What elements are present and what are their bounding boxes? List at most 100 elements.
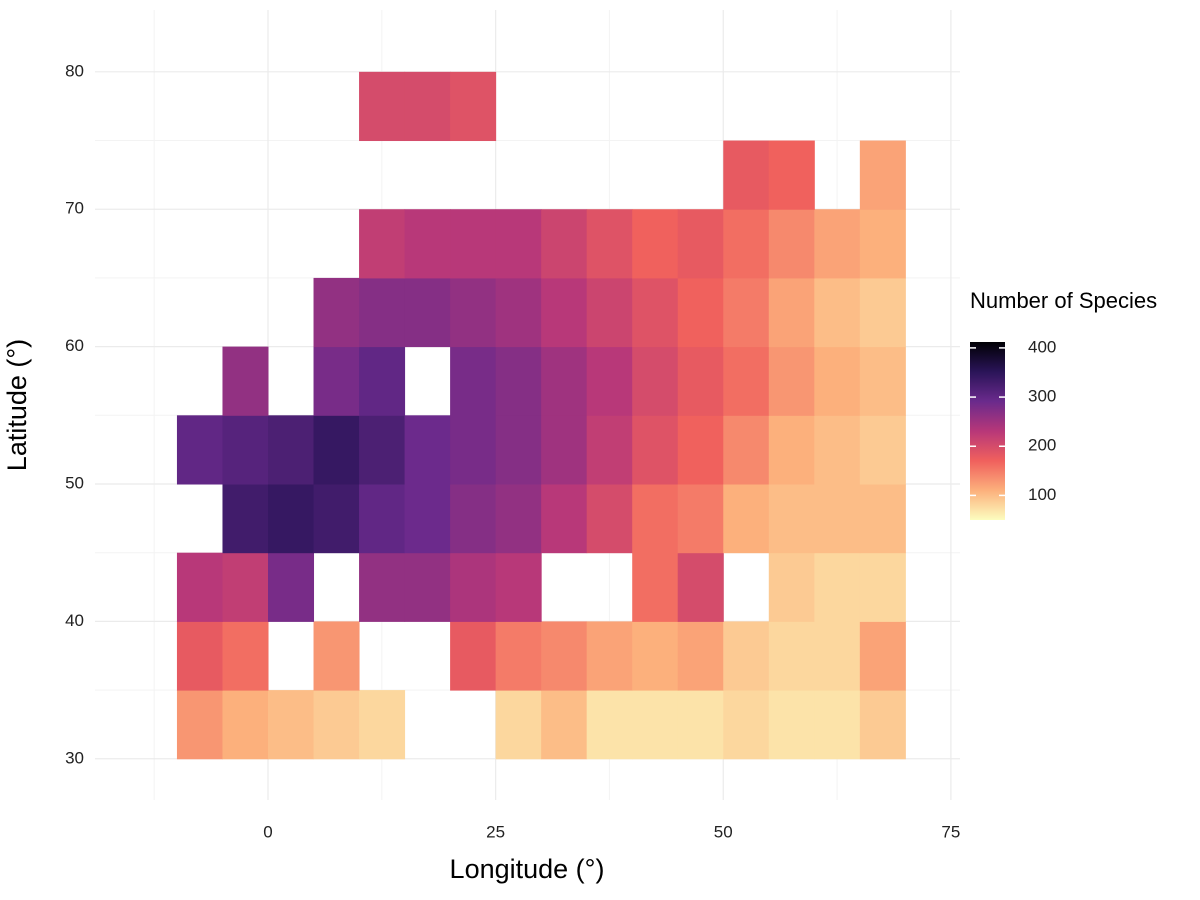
raster-cell (450, 346, 497, 416)
raster-cell (495, 621, 542, 691)
raster-cell (313, 415, 360, 485)
raster-cell (495, 552, 542, 622)
raster-cell (359, 346, 406, 416)
raster-cell (859, 552, 906, 622)
raster-cell (859, 415, 906, 485)
raster-cell (768, 346, 815, 416)
raster-cell (268, 415, 315, 485)
raster-cell (404, 415, 451, 485)
raster-cell (495, 690, 542, 760)
raster-cell (586, 277, 633, 348)
raster-cell (541, 346, 588, 416)
raster-cell (176, 621, 223, 691)
raster-cell (586, 346, 633, 416)
colorbar-tick-label: 400 (1028, 337, 1056, 356)
raster-cell (541, 209, 588, 279)
colorbar-tick-label: 300 (1028, 387, 1056, 406)
x-tick-label: 0 (263, 822, 272, 841)
raster-cell (768, 140, 815, 210)
x-tick-label: 50 (714, 822, 733, 841)
raster-cell (176, 552, 223, 622)
raster-cell (313, 690, 360, 760)
raster-cell (723, 690, 770, 760)
raster-cell (859, 277, 906, 348)
raster-cell (632, 415, 679, 485)
raster-cell (495, 415, 542, 485)
raster-cell (814, 346, 861, 416)
raster-cell (632, 277, 679, 348)
raster-cell (586, 415, 633, 485)
raster-cell (222, 621, 269, 691)
raster-cell (495, 209, 542, 279)
raster-cell (359, 209, 406, 279)
x-tick-label: 75 (941, 822, 960, 841)
raster-cell (859, 690, 906, 760)
raster-cell (677, 277, 724, 348)
raster-cell (268, 552, 315, 622)
raster-cell (768, 621, 815, 691)
raster-cell (450, 71, 497, 142)
raster-cell (541, 415, 588, 485)
raster-cell (495, 346, 542, 416)
raster-cell (404, 552, 451, 622)
raster-cell (586, 484, 633, 554)
raster-cell (313, 621, 360, 691)
raster-cell (404, 209, 451, 279)
y-axis-title: Latitude (°) (2, 339, 32, 471)
raster-cell (632, 690, 679, 760)
raster-cell (541, 484, 588, 554)
raster-cell (814, 209, 861, 279)
raster-cell (723, 346, 770, 416)
raster-cell (632, 346, 679, 416)
raster-cell (768, 552, 815, 622)
raster-cell (404, 484, 451, 554)
raster-cell (222, 552, 269, 622)
raster-cell (814, 690, 861, 760)
colorbar-tick-label: 100 (1028, 485, 1056, 504)
raster-cell (723, 415, 770, 485)
x-tick-label: 25 (486, 822, 505, 841)
raster-cell (768, 484, 815, 554)
colorbar (970, 342, 1005, 520)
raster-cell (632, 621, 679, 691)
raster-cell (586, 621, 633, 691)
raster-cell (677, 346, 724, 416)
y-tick-label: 40 (65, 611, 84, 630)
raster-cell (859, 346, 906, 416)
raster-cell (495, 484, 542, 554)
raster-cell (632, 484, 679, 554)
raster-cell (677, 209, 724, 279)
raster-cell (677, 621, 724, 691)
raster-cell (404, 277, 451, 348)
raster-cell (814, 552, 861, 622)
raster-cell (359, 277, 406, 348)
raster-cell (359, 415, 406, 485)
y-tick-label: 70 (65, 199, 84, 218)
raster-cell (814, 415, 861, 485)
raster-cell (814, 621, 861, 691)
raster-cell (222, 690, 269, 760)
raster-cell (313, 484, 360, 554)
raster-cell (268, 484, 315, 554)
raster-cell (268, 690, 315, 760)
raster-cell (632, 209, 679, 279)
raster-cell (814, 277, 861, 348)
raster-cell (176, 690, 223, 760)
raster-cell (495, 277, 542, 348)
raster-cell (723, 621, 770, 691)
raster-cell (222, 415, 269, 485)
raster-cell (450, 621, 497, 691)
raster-cell (723, 277, 770, 348)
raster-cell (359, 484, 406, 554)
raster-cell (859, 140, 906, 210)
raster-cell (450, 415, 497, 485)
raster-cell (176, 415, 223, 485)
raster-cell (859, 621, 906, 691)
raster-cell (541, 690, 588, 760)
raster-cell (768, 209, 815, 279)
raster-cell (450, 484, 497, 554)
raster-cell (677, 415, 724, 485)
raster-cell (723, 484, 770, 554)
